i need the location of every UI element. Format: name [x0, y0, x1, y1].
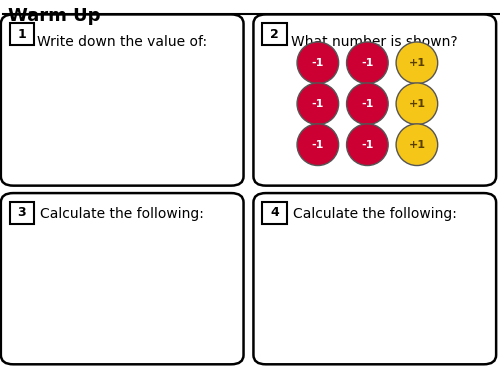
FancyBboxPatch shape — [262, 23, 286, 45]
FancyBboxPatch shape — [1, 14, 244, 186]
Text: Calculate the following:: Calculate the following: — [293, 207, 456, 220]
FancyBboxPatch shape — [10, 202, 34, 223]
Text: -1: -1 — [361, 140, 374, 150]
Text: -1: -1 — [312, 58, 324, 68]
Text: 3: 3 — [18, 206, 26, 219]
FancyBboxPatch shape — [1, 193, 244, 364]
Text: +1: +1 — [408, 140, 426, 150]
Text: Write down the value of:: Write down the value of: — [37, 35, 207, 50]
Text: -1: -1 — [312, 140, 324, 150]
Ellipse shape — [396, 83, 438, 124]
FancyBboxPatch shape — [254, 14, 496, 186]
Text: Warm Up: Warm Up — [8, 7, 101, 25]
FancyBboxPatch shape — [254, 193, 496, 364]
Text: -1: -1 — [312, 99, 324, 109]
Ellipse shape — [346, 124, 388, 165]
Ellipse shape — [297, 42, 339, 84]
FancyBboxPatch shape — [262, 202, 286, 223]
Text: -1: -1 — [361, 99, 374, 109]
Ellipse shape — [396, 42, 438, 84]
Text: What number is shown?: What number is shown? — [292, 35, 458, 50]
Text: -1: -1 — [361, 58, 374, 68]
Ellipse shape — [297, 83, 339, 124]
Ellipse shape — [346, 42, 388, 84]
Text: 1: 1 — [18, 28, 26, 40]
Text: Calculate the following:: Calculate the following: — [40, 207, 204, 220]
Text: 4: 4 — [270, 206, 279, 219]
Ellipse shape — [396, 124, 438, 165]
Ellipse shape — [346, 83, 388, 124]
Text: +1: +1 — [408, 58, 426, 68]
FancyBboxPatch shape — [10, 23, 34, 45]
Text: +1: +1 — [408, 99, 426, 109]
Text: 2: 2 — [270, 28, 279, 40]
Ellipse shape — [297, 124, 339, 165]
